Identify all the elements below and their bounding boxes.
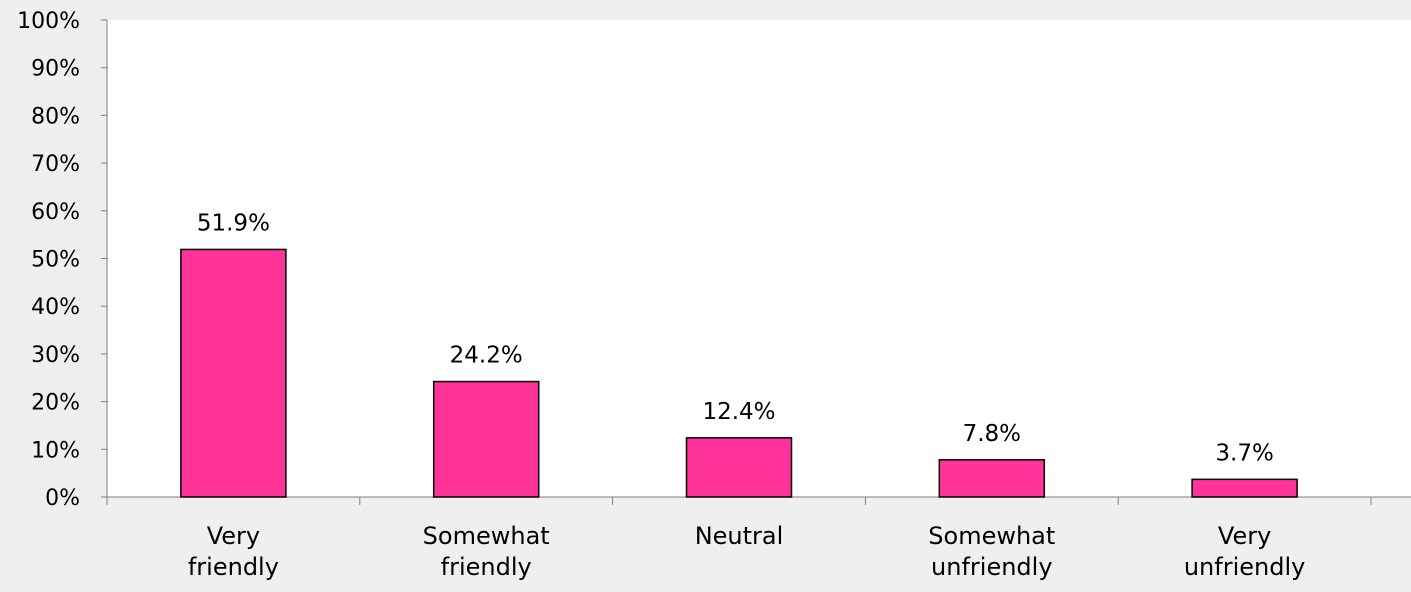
data-label: 7.8% bbox=[963, 421, 1021, 447]
y-tick-label: 10% bbox=[31, 438, 80, 463]
y-tick-label: 0% bbox=[45, 486, 80, 511]
y-axis: 0% 10% 20% 30% 40% 50% 60% 70% 80% 90% 100% bbox=[17, 9, 108, 511]
x-axis: Very friendly Somewhat friendly Neutral Somew… bbox=[106, 496, 1411, 581]
y-tick-label: 30% bbox=[31, 343, 80, 368]
bar bbox=[938, 459, 1046, 498]
y-tick-label: 40% bbox=[31, 295, 80, 320]
y-tick-label: 20% bbox=[31, 391, 80, 416]
y-tick-label: 90% bbox=[31, 57, 80, 82]
bar bbox=[1191, 478, 1298, 498]
category-label: Very friendly bbox=[188, 522, 279, 581]
data-label: 12.4% bbox=[702, 399, 775, 425]
data-label: 51.9% bbox=[197, 210, 270, 236]
category-label: Very unfriendly bbox=[1184, 522, 1306, 581]
y-tick-label: 80% bbox=[31, 104, 80, 129]
y-tick-label: 70% bbox=[31, 152, 80, 177]
data-label: 3.7% bbox=[1215, 440, 1273, 466]
bar bbox=[685, 437, 793, 498]
category-label: Neutral bbox=[695, 522, 784, 550]
plot-area bbox=[107, 20, 1411, 497]
y-tick-label: 60% bbox=[31, 200, 80, 225]
bar bbox=[432, 380, 540, 498]
bars bbox=[180, 248, 1298, 498]
data-labels: 51.9% 24.2% 12.4% 7.8% 3.7% bbox=[197, 210, 1274, 466]
bar bbox=[180, 248, 287, 498]
category-label: Somewhat friendly bbox=[423, 522, 550, 581]
y-tick-label: 50% bbox=[31, 248, 80, 273]
y-tick-label: 100% bbox=[17, 9, 80, 34]
data-label: 24.2% bbox=[450, 343, 523, 369]
category-label: Somewhat unfriendly bbox=[928, 522, 1055, 581]
